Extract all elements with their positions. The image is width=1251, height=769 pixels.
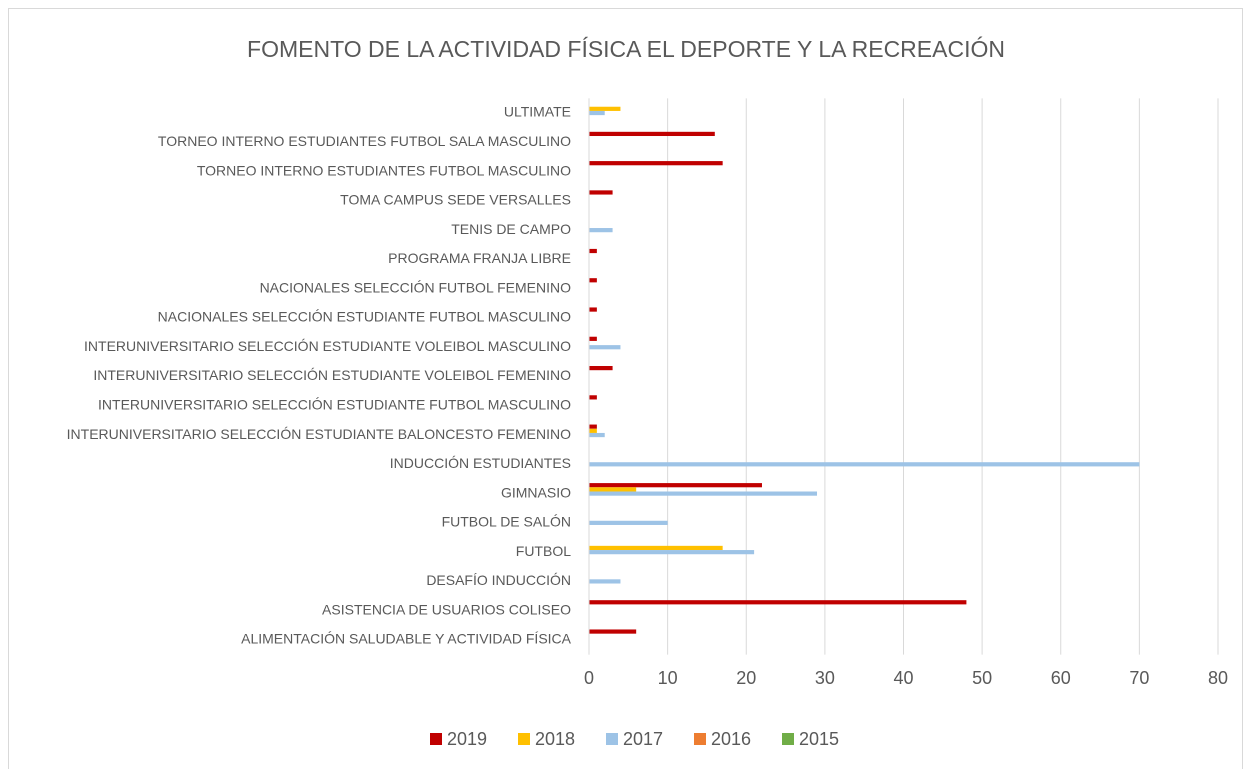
x-tick-label: 10 [658, 668, 678, 688]
bar [589, 395, 597, 400]
legend-swatch [694, 733, 706, 745]
bar [589, 600, 967, 605]
bar [589, 278, 597, 283]
y-tick-label: TOMA CAMPUS SEDE VERSALLES [340, 192, 571, 208]
y-tick-label: INTERUNIVERSITARIO SELECCIÓN ESTUDIANTE … [98, 396, 571, 412]
x-tick-label: 60 [1051, 668, 1071, 688]
bar [589, 190, 613, 195]
bar [589, 629, 637, 634]
y-tick-label: ALIMENTACIÓN SALUDABLE Y ACTIVIDAD FÍSIC… [241, 631, 572, 647]
bar [589, 248, 597, 254]
legend-label: 2018 [535, 729, 575, 749]
bar [589, 550, 755, 555]
chart-title: FOMENTO DE LA ACTIVIDAD FÍSICA EL DEPORT… [247, 36, 1005, 62]
legend-label: 2017 [623, 729, 663, 749]
y-tick-label: INTERUNIVERSITARIO SELECCIÓN ESTUDIANTE … [67, 426, 571, 442]
y-tick-label: FUTBOL DE SALÓN [442, 514, 571, 530]
y-tick-label: PROGRAMA FRANJA LIBRE [388, 250, 571, 266]
x-tick-label: 30 [815, 668, 835, 688]
x-tick-label: 20 [736, 668, 756, 688]
legend-swatch [606, 733, 618, 745]
bar [589, 432, 605, 438]
y-tick-label: GIMNASIO [501, 484, 571, 500]
x-tick-label: 80 [1208, 668, 1228, 688]
y-tick-label: ULTIMATE [504, 104, 571, 120]
chart-frame [8, 8, 1243, 769]
bar [589, 487, 637, 492]
bar [589, 106, 621, 111]
bar [589, 545, 723, 551]
x-tick-label: 0 [584, 668, 594, 688]
legend-label: 2019 [447, 729, 487, 749]
y-tick-label: INTERUNIVERSITARIO SELECCIÓN ESTUDIANTE … [93, 367, 571, 383]
legend-swatch [782, 733, 794, 745]
y-tick-label: ASISTENCIA DE USUARIOS COLISEO [322, 601, 571, 617]
y-tick-label: TENIS DE CAMPO [451, 221, 571, 237]
x-tick-label: 40 [893, 668, 913, 688]
y-tick-label: INDUCCIÓN ESTUDIANTES [390, 455, 571, 471]
bar [589, 520, 668, 525]
bar [589, 366, 613, 371]
bar [589, 336, 597, 341]
bar [589, 161, 723, 166]
y-tick-label: TORNEO INTERNO ESTUDIANTES FUTBOL SALA M… [158, 133, 571, 149]
bar [589, 110, 605, 116]
bar [589, 307, 597, 312]
y-tick-label: INTERUNIVERSITARIO SELECCIÓN ESTUDIANTE … [84, 338, 571, 354]
bar [589, 428, 597, 433]
x-tick-label: 50 [972, 668, 992, 688]
bar [589, 345, 621, 350]
bar [589, 228, 613, 233]
y-tick-label: NACIONALES SELECCIÓN FUTBOL FEMENINO [260, 279, 572, 295]
bar [589, 424, 597, 429]
legend-swatch [430, 733, 442, 745]
y-tick-label: FUTBOL [516, 543, 571, 559]
bar [589, 462, 1140, 467]
y-tick-label: DESAFÍO INDUCCIÓN [426, 572, 571, 588]
bar [589, 483, 762, 488]
legend-label: 2015 [799, 729, 839, 749]
legend-swatch [518, 733, 530, 745]
bar [589, 579, 621, 584]
legend-label: 2016 [711, 729, 751, 749]
y-tick-label: NACIONALES SELECCIÓN ESTUDIANTE FUTBOL M… [158, 309, 571, 325]
bar [589, 131, 715, 137]
bar [589, 491, 818, 496]
x-tick-label: 70 [1129, 668, 1149, 688]
y-tick-label: TORNEO INTERNO ESTUDIANTES FUTBOL MASCUL… [197, 162, 571, 178]
